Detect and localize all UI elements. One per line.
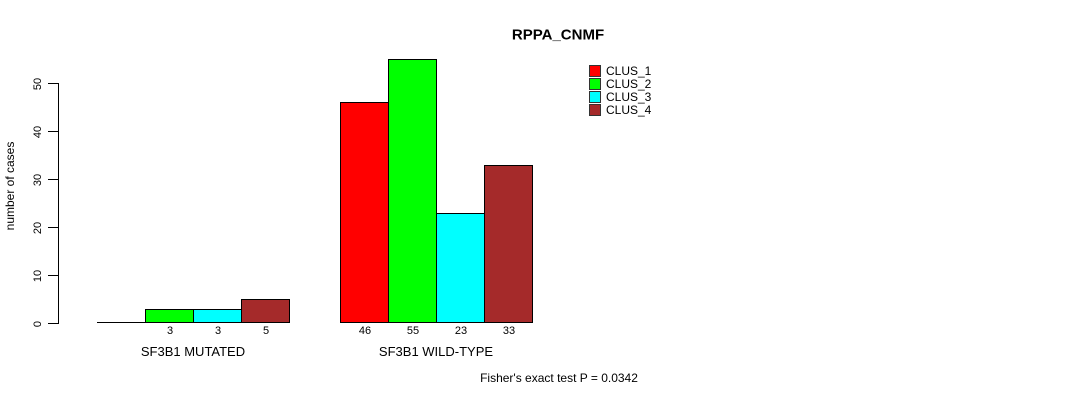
bar-clus-4-sf3b1-wild-type [484,165,533,323]
legend-item-clus-3: CLUS_3 [589,91,651,103]
legend-label-clus-2: CLUS_2 [606,77,652,91]
bar-clus-3-sf3b1-mutated [193,309,242,323]
bar-value-clus-4-sf3b1-mutated: 5 [262,325,270,337]
bar-value-clus-2-sf3b1-wild-type: 55 [406,325,420,337]
y-axis-label: number of cases [3,141,17,231]
bar-value-clus-2-sf3b1-mutated: 3 [166,325,174,337]
y-tick-50 [48,83,59,84]
y-tick-30 [48,179,59,180]
category-label-sf3b1-mutated: SF3B1 MUTATED [140,344,246,359]
y-tick-label-10: 10 [32,269,44,282]
y-tick-label-40: 40 [32,125,44,138]
legend-label-clus-4: CLUS_4 [606,103,652,117]
bar-value-clus-1-sf3b1-wild-type: 46 [358,325,372,337]
y-tick-20 [48,227,59,228]
legend-swatch-clus-1 [589,65,601,77]
legend-label-clus-1: CLUS_1 [606,64,652,78]
bar-clus-1-sf3b1-mutated [97,322,146,323]
y-tick-label-20: 20 [32,221,44,234]
y-tick-label-30: 30 [32,173,44,186]
bar-clus-2-sf3b1-mutated [145,309,194,323]
bar-value-clus-3-sf3b1-wild-type: 23 [454,325,468,337]
legend-swatch-clus-2 [589,78,601,90]
y-tick-0 [48,323,59,324]
bar-clus-4-sf3b1-mutated [241,299,290,323]
bar-clus-1-sf3b1-wild-type [340,102,389,323]
chart-title: RPPA_CNMF [511,26,605,44]
y-tick-10 [48,275,59,276]
y-tick-40 [48,131,59,132]
bar-value-clus-4-sf3b1-wild-type: 33 [502,325,516,337]
bar-clus-3-sf3b1-wild-type [436,213,485,323]
y-tick-label-50: 50 [32,77,44,90]
legend-item-clus-1: CLUS_1 [589,65,651,77]
y-axis-line [58,83,59,324]
legend-label-clus-3: CLUS_3 [606,90,652,104]
category-label-sf3b1-wild-type: SF3B1 WILD-TYPE [378,344,494,359]
fisher-test-annotation: Fisher's exact test P = 0.0342 [480,371,638,385]
legend-item-clus-4: CLUS_4 [589,104,651,116]
bar-value-clus-3-sf3b1-mutated: 3 [214,325,222,337]
legend-item-clus-2: CLUS_2 [589,78,651,90]
legend: CLUS_1 CLUS_2 CLUS_3 CLUS_4 [589,65,651,117]
bar-clus-2-sf3b1-wild-type [388,59,437,323]
y-tick-label-0: 0 [32,320,44,327]
legend-swatch-clus-4 [589,104,601,116]
legend-swatch-clus-3 [589,91,601,103]
